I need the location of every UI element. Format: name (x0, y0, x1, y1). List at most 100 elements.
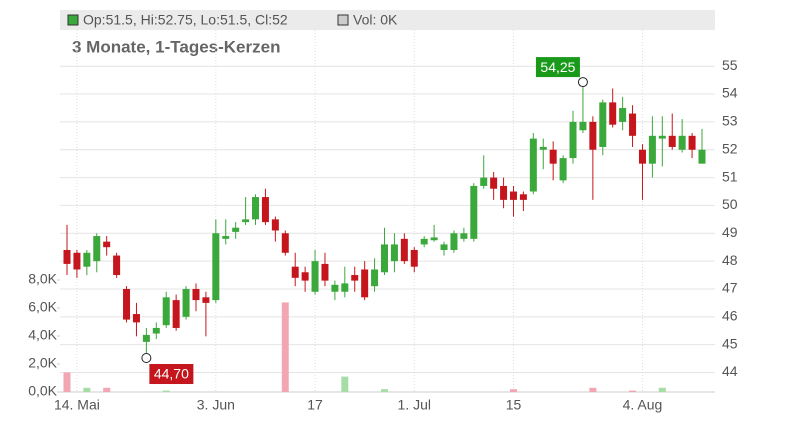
candle-body (73, 252, 81, 270)
x-tick-label: 15 (506, 397, 522, 413)
x-tick-label: 14. Mai (54, 397, 100, 413)
candle-body (331, 284, 339, 292)
candle-body (569, 121, 577, 159)
volume-bar (63, 372, 71, 392)
candle-body (381, 244, 388, 273)
candle-body (162, 297, 170, 326)
candle-body (341, 283, 349, 292)
volume-bar (629, 390, 637, 392)
candle-body (291, 266, 299, 278)
y-tick-label: 47 (722, 280, 738, 296)
candle-body (142, 334, 150, 342)
candle-body (252, 197, 260, 220)
subtitle: 3 Monate, 1-Tages-Kerzen (72, 37, 280, 56)
candle-body (83, 252, 91, 267)
candle-body (261, 197, 269, 223)
candle-body (698, 149, 706, 164)
y-tick-label: 45 (722, 335, 738, 351)
header-ohlc: Op:51.5, Hi:52.75, Lo:51.5, Cl:52 (83, 12, 288, 28)
annotation-label: 44,70 (154, 366, 189, 382)
candle-body (361, 269, 369, 298)
y-tick-label: 53 (722, 113, 738, 129)
candle-body (440, 244, 448, 250)
x-tick-label: 1. Jul (398, 397, 431, 413)
volume-bar (103, 387, 111, 392)
ohlc-icon (67, 14, 79, 26)
candle-body (192, 288, 200, 301)
volume-bar (381, 389, 388, 392)
candle-body (629, 113, 637, 136)
candle-body (271, 219, 279, 231)
candle-body (371, 269, 379, 287)
candle-body (321, 263, 329, 281)
candle-body (599, 102, 607, 147)
candle-body (509, 191, 517, 200)
extreme-marker (577, 77, 588, 88)
y-tick-label: 52 (722, 140, 738, 156)
header-volume: Vol: 0K (353, 12, 398, 28)
candle-body (351, 275, 359, 281)
candle-body (113, 255, 121, 276)
candle-body (688, 135, 696, 150)
candle-body (678, 135, 686, 150)
candle-body (490, 177, 498, 189)
candle-body (152, 327, 160, 334)
volume-bar (83, 387, 91, 392)
candle-body (93, 236, 101, 262)
candle-body (430, 237, 438, 241)
candle-body (559, 158, 567, 181)
y2-tick-label: 8,0K (28, 271, 57, 287)
candle-body (470, 185, 478, 239)
volume-bar (281, 302, 289, 392)
candle-body (410, 249, 418, 267)
candle-body (658, 135, 666, 139)
candle-body (638, 149, 646, 164)
candle-body (450, 233, 458, 250)
volume-bar (658, 387, 666, 392)
candle-body (311, 261, 319, 292)
candle-body (668, 135, 676, 147)
x-tick-label: 3. Jun (197, 397, 235, 413)
y-tick-label: 49 (722, 224, 738, 240)
candle-body (212, 233, 220, 301)
candle-body (182, 288, 190, 317)
candle-body (132, 314, 140, 323)
volume-bar (162, 390, 170, 392)
candle-body (420, 238, 428, 245)
y2-tick-label: 0,0K (28, 383, 57, 399)
candle-body (648, 135, 656, 164)
volume-bar (589, 387, 597, 392)
candle-body (519, 194, 527, 200)
annotation-box (535, 57, 580, 78)
candle-body (222, 236, 230, 239)
candle-body (609, 102, 617, 125)
volume-bar (509, 389, 517, 392)
y-tick-label: 54 (722, 85, 738, 101)
x-tick-label: 4. Aug (623, 397, 663, 413)
annotation-label: 54,25 (540, 59, 575, 75)
candle-body (480, 177, 488, 186)
volume-bar (341, 376, 349, 392)
y-tick-label: 48 (722, 252, 738, 268)
candle-body (539, 146, 547, 150)
candle-body (242, 219, 250, 223)
candle-body (103, 241, 111, 248)
candle-body (549, 149, 557, 164)
candle-body (202, 297, 210, 303)
candle-body (390, 244, 398, 262)
volume-icon (337, 14, 349, 26)
candle-body (281, 233, 289, 253)
candle-body (579, 121, 587, 131)
candle-body (232, 227, 240, 232)
y2-tick-label: 2,0K (28, 355, 57, 371)
annotation-box (149, 364, 194, 385)
candle-body (460, 233, 468, 239)
candle-body (400, 238, 408, 262)
candle-body (500, 185, 508, 200)
y-tick-label: 55 (722, 57, 738, 73)
header-bar (60, 10, 715, 30)
y-tick-label: 44 (722, 363, 738, 379)
candle-body (619, 107, 627, 122)
y2-tick-label: 6,0K (28, 299, 57, 315)
